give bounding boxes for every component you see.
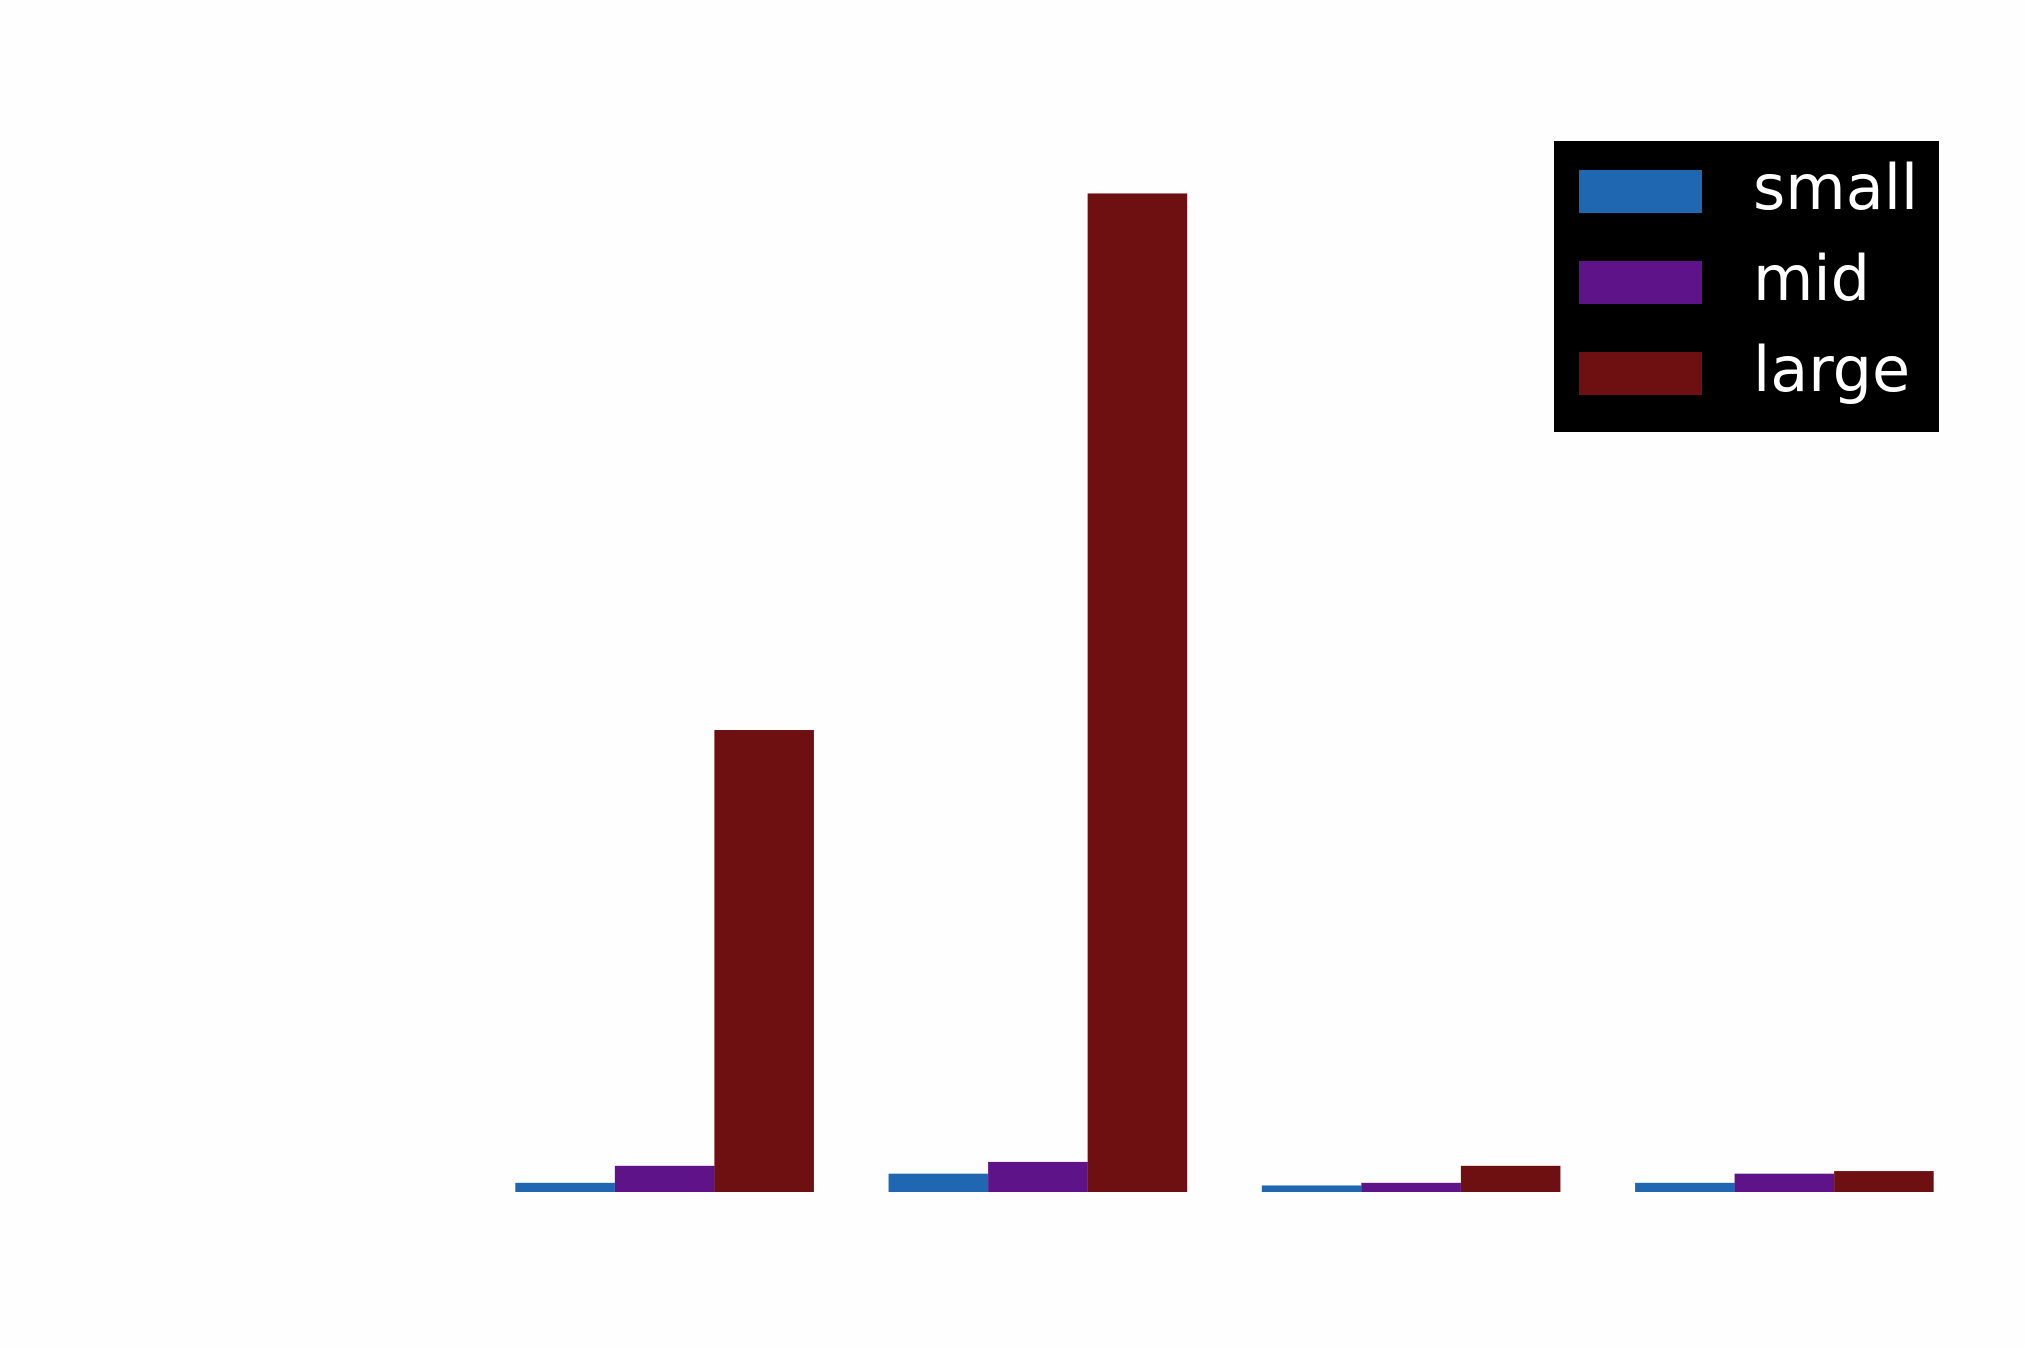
bar [1834, 1171, 1934, 1192]
bar [888, 1173, 989, 1192]
legend-label: mid [1753, 242, 1870, 315]
bar [515, 1182, 615, 1192]
bar [1087, 193, 1188, 1192]
legend-label: large [1753, 333, 1910, 406]
bar [1734, 1173, 1835, 1192]
legend-swatch [1579, 352, 1702, 395]
bar [1361, 1182, 1461, 1192]
bar [1261, 1185, 1362, 1192]
bar [1460, 1165, 1561, 1192]
bar [988, 1161, 1088, 1192]
bar [1635, 1182, 1735, 1192]
bar [714, 730, 814, 1192]
legend-swatch [1579, 261, 1702, 304]
legend-swatch [1579, 170, 1702, 213]
bar [614, 1165, 715, 1192]
legend-label: small [1753, 151, 1918, 224]
